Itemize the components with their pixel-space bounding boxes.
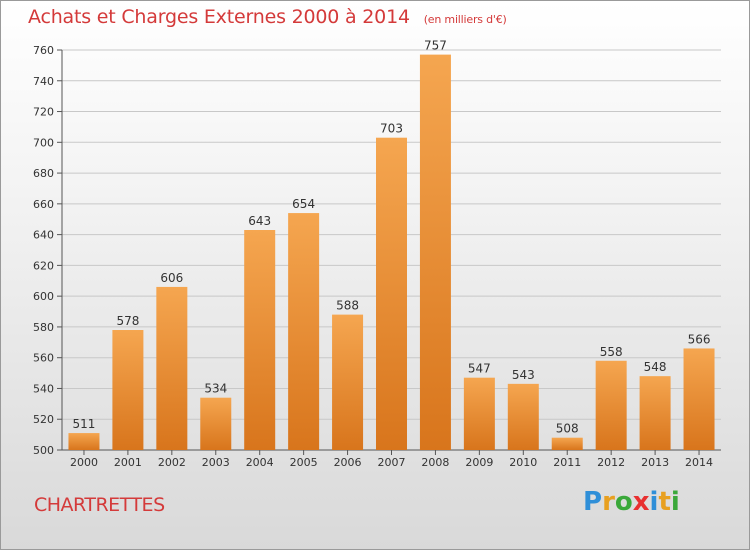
chart-title-text: Achats et Charges Externes 2000 à 2014 [28,6,410,28]
y-tick-label: 540 [33,382,54,395]
bar-value-label: 588 [336,299,359,313]
x-tick-label: 2012 [597,456,625,469]
x-tick-label: 2004 [246,456,274,469]
bar-value-label: 547 [468,362,491,376]
bar [551,437,583,450]
chart-unit-note: (en milliers d'€) [423,13,507,26]
logo-letter: o [614,487,633,517]
y-tick-label: 680 [33,167,54,180]
y-tick-label: 740 [33,75,54,88]
logo-letter: i [649,487,659,517]
x-tick-label: 2011 [553,456,581,469]
bar [288,213,320,450]
logo-letter: r [602,487,615,517]
bar-value-label: 534 [204,382,227,396]
bar [112,330,144,450]
bar-value-label: 643 [248,214,271,228]
bar [463,377,495,450]
x-tick-label: 2007 [378,456,406,469]
y-tick-label: 640 [33,229,54,242]
y-tick-label: 720 [33,106,54,119]
bar-value-label: 566 [688,332,711,346]
y-tick-label: 700 [33,136,54,149]
x-tick-label: 2010 [509,456,537,469]
x-tick-label: 2006 [334,456,362,469]
y-tick-label: 580 [33,321,54,334]
bar [332,314,364,450]
x-tick-label: 2001 [114,456,142,469]
proxiti-logo: Proxiti [583,487,680,523]
bar [376,137,407,450]
bar [639,376,671,450]
bar [200,397,232,450]
chart-title: Achats et Charges Externes 2000 à 2014 (… [28,6,507,36]
logo-letter: x [632,487,650,517]
bar [595,360,627,450]
bar [156,286,188,450]
bar-value-label: 757 [424,39,447,53]
y-tick-label: 520 [33,413,54,426]
x-tick-label: 2002 [158,456,186,469]
bar-value-label: 578 [116,314,139,328]
bar [683,348,715,450]
x-tick-label: 2009 [465,456,493,469]
y-tick-label: 660 [33,198,54,211]
x-tick-label: 2003 [202,456,230,469]
x-tick-label: 2005 [290,456,318,469]
x-tick-label: 2008 [421,456,449,469]
bar [419,54,451,450]
bar-value-label: 654 [292,197,315,211]
x-tick-label: 2013 [641,456,669,469]
bar-value-label: 548 [644,360,667,374]
bar-value-label: 703 [380,122,403,136]
bar [68,433,100,450]
y-tick-label: 760 [33,44,54,57]
logo-letter: i [670,487,680,517]
bar-value-label: 543 [512,368,535,382]
bar [244,230,276,450]
x-tick-label: 2014 [685,456,713,469]
logo-letter: t [658,487,671,517]
bar-value-label: 511 [73,417,96,431]
logo-letter: P [583,487,603,517]
y-tick-label: 600 [33,290,54,303]
bar [507,383,539,450]
bar-value-label: 606 [160,271,183,285]
bar-value-label: 558 [600,345,623,359]
y-tick-label: 500 [33,444,54,457]
y-tick-label: 620 [33,259,54,272]
bar-value-label: 508 [556,422,579,436]
x-tick-label: 2000 [70,456,98,469]
location-label: CHARTRETTES [34,494,165,516]
y-tick-label: 560 [33,352,54,365]
